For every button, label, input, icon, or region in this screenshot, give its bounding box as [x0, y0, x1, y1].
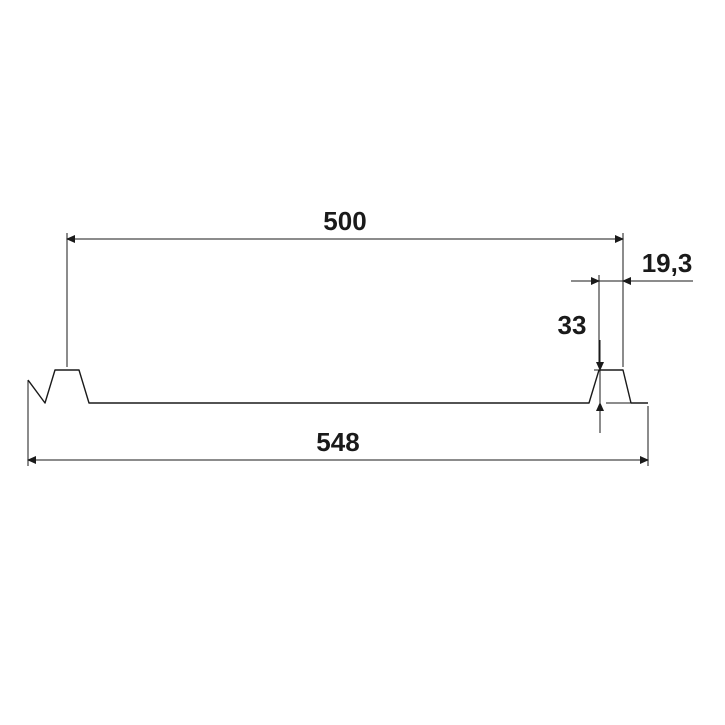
label-548: 548 [316, 427, 359, 457]
label-19-3: 19,3 [642, 248, 693, 278]
profile-cross-section [28, 370, 648, 403]
label-500: 500 [323, 206, 366, 236]
label-33: 33 [558, 310, 587, 340]
